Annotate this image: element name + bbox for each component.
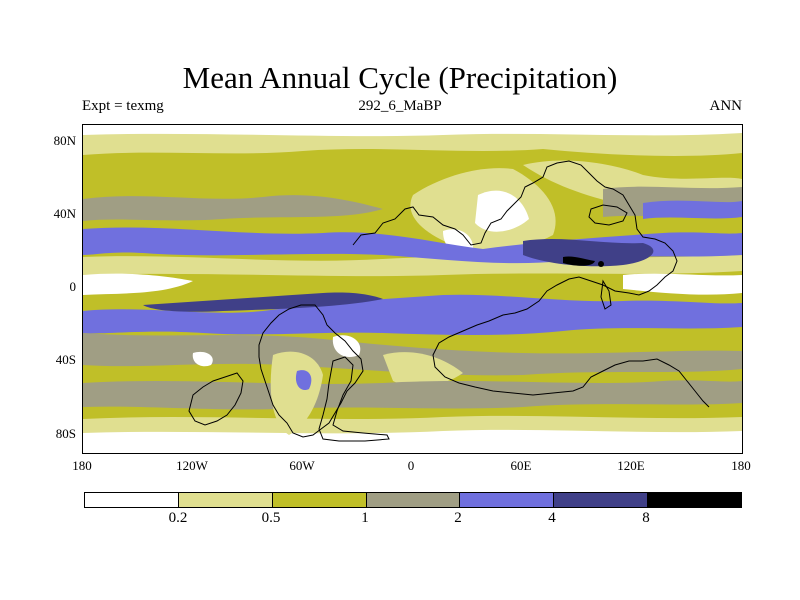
legend-swatch bbox=[272, 493, 367, 507]
coastline bbox=[352, 160, 710, 408]
legend-tick-label: 0.5 bbox=[261, 510, 281, 526]
field-patch bbox=[270, 351, 323, 435]
field-patch bbox=[192, 351, 213, 367]
field-patch bbox=[563, 256, 595, 266]
legend-tick-label: 1 bbox=[361, 510, 369, 526]
season-label: ANN bbox=[709, 98, 743, 114]
field-patch bbox=[598, 261, 604, 267]
coastline bbox=[600, 279, 612, 310]
field-patch bbox=[143, 292, 383, 312]
legend-swatch bbox=[178, 493, 273, 507]
field-patch bbox=[83, 195, 383, 221]
coastline bbox=[318, 356, 390, 442]
y-tick-label: 40S bbox=[55, 352, 76, 367]
x-tick-label: 60E bbox=[510, 458, 532, 473]
field-patch bbox=[83, 380, 742, 410]
field-patch bbox=[475, 190, 529, 232]
x-tick-label: 60W bbox=[289, 458, 315, 473]
precipitation-map bbox=[83, 125, 742, 453]
field-patch bbox=[643, 200, 742, 219]
experiment-label: Expt = texmg bbox=[82, 98, 164, 114]
legend-tick-label: 0.2 bbox=[168, 510, 188, 526]
field-patch bbox=[83, 294, 742, 335]
y-tick-label: 40N bbox=[53, 206, 76, 221]
field-patch bbox=[83, 429, 742, 453]
x-tick-label: 180 bbox=[72, 458, 92, 473]
x-tick-label: 120W bbox=[176, 458, 208, 473]
legend-swatch bbox=[554, 493, 649, 507]
color-legend bbox=[84, 492, 742, 508]
coastline bbox=[188, 372, 244, 426]
y-tick-label: 80S bbox=[55, 426, 76, 441]
x-tick-label: 0 bbox=[407, 458, 415, 473]
field-patch bbox=[383, 352, 463, 387]
chart-title: Mean Annual Cycle (Precipitation) bbox=[182, 60, 618, 95]
map-frame bbox=[82, 124, 743, 454]
legend-swatch bbox=[366, 493, 461, 507]
legend-tick-label: 8 bbox=[642, 510, 650, 526]
legend-swatch bbox=[648, 493, 742, 507]
y-tick-label: 80N bbox=[53, 133, 76, 148]
legend-tick-label: 4 bbox=[548, 510, 556, 526]
legend-swatch bbox=[460, 493, 555, 507]
coastline bbox=[588, 204, 628, 226]
field-patch bbox=[295, 370, 312, 391]
field-patch bbox=[83, 125, 742, 137]
coastline bbox=[258, 304, 364, 438]
period-label: 292_6_MaBP bbox=[358, 98, 442, 114]
x-tick-label: 120E bbox=[617, 458, 645, 473]
legend-swatch bbox=[85, 493, 179, 507]
y-tick-label: 0 bbox=[69, 279, 77, 294]
x-tick-label: 180 bbox=[731, 458, 751, 473]
field-patch bbox=[83, 273, 193, 295]
field-patch bbox=[523, 239, 654, 267]
field-patch bbox=[623, 273, 742, 295]
legend-tick-label: 2 bbox=[454, 510, 462, 526]
